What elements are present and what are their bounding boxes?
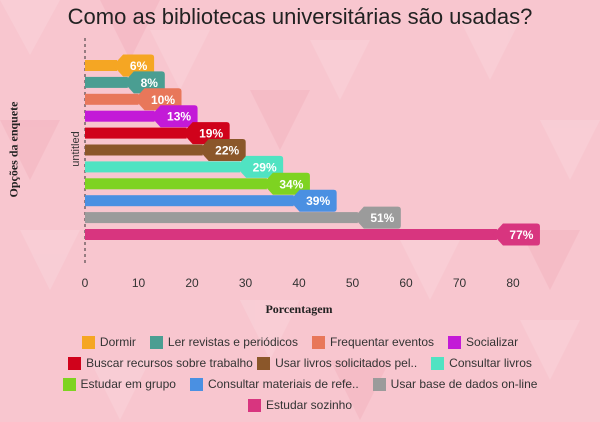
legend-label: Consultar materiais de refe.. [207,377,359,391]
legend-label: Buscar recursos sobre trabalho [86,356,253,370]
x-axis-title: Porcentagem [265,302,333,316]
bar [85,229,497,240]
legend-swatch [68,356,82,370]
legend-swatch [62,377,76,391]
chart-title: Como as bibliotecas universitárias são u… [67,4,533,29]
bar [85,144,203,156]
legend-label: Frequentar eventos [329,335,435,349]
bar [85,60,118,71]
data-label-callout [150,105,198,128]
data-label: 29% [253,160,277,174]
data-label-callout [123,71,165,94]
legend-item[interactable]: Frequentar eventos [311,334,435,350]
data-label-callout [113,54,155,77]
x-tick-label: 40 [292,276,306,290]
legend-item[interactable]: Dormir [81,334,136,350]
legend: Dormir Ler revistas e periódicos Frequenta… [50,334,550,413]
x-tick-label: 0 [82,276,89,290]
legend-swatch [311,335,325,349]
bar [85,178,267,190]
data-label: 8% [141,76,159,90]
x-tick-label: 80 [506,276,520,290]
data-label: 51% [370,211,394,225]
data-label-callout [262,172,310,195]
legend-label: Estudar em grupo [80,377,176,391]
data-label-callout [353,206,401,229]
legend-item[interactable]: Buscar recursos sobre trabalho [68,355,253,371]
legend-item[interactable]: Usar base de dados on-line [372,376,538,392]
bar [85,195,294,207]
legend-item[interactable]: Usar livros solicitados pel.. [257,355,417,371]
x-tick-label: 20 [185,276,199,290]
bar [85,93,139,105]
data-label: 22% [215,144,239,158]
legend-label: Socializar [466,335,519,349]
legend-label: Usar base de dados on-line [390,377,538,391]
bar [85,127,187,139]
legend-swatch [448,335,462,349]
data-label-callout [198,139,246,161]
x-tick-label: 30 [239,276,253,290]
legend-label: Ler revistas e periódicos [167,335,298,349]
legend-swatch [372,377,386,391]
x-tick-label: 10 [132,276,146,290]
x-tick-label: 60 [399,276,413,290]
legend-item[interactable]: Ler revistas e periódicos [149,334,298,350]
x-tick-label: 50 [346,276,360,290]
legend-label: Dormir [99,335,136,349]
data-label: 6% [130,59,148,73]
legend-label: Usar livros solicitados pel.. [275,356,418,370]
legend-item[interactable]: Estudar sozinho [247,397,353,413]
legend-item[interactable]: Consultar materiais de refe.. [189,376,359,392]
bar [85,161,241,173]
legend-label: Consultar livros [449,356,532,370]
legend-swatch [247,398,261,412]
data-label: 39% [306,194,330,208]
legend-item[interactable]: Estudar em grupo [62,376,176,392]
data-label-callout [492,223,540,246]
legend-item[interactable]: Consultar livros [431,355,532,371]
legend-label: Estudar sozinho [265,398,353,412]
legend-swatch [257,356,271,370]
data-label: 34% [279,177,303,191]
legend-swatch [149,335,163,349]
data-label-callout [182,122,230,145]
bar [85,212,358,224]
bar [85,110,155,122]
data-label-callout [134,88,182,111]
data-label: 77% [509,228,533,242]
legend-swatch [431,356,445,370]
legend-item[interactable]: Socializar [448,334,518,350]
bar [85,76,128,88]
data-label-callout [236,155,284,178]
data-label: 13% [167,110,191,124]
data-label: 19% [199,127,223,141]
data-label-callout [289,189,337,212]
data-label: 10% [151,93,175,107]
legend-swatch [189,377,203,391]
legend-swatch [81,335,95,349]
x-tick-label: 70 [453,276,467,290]
